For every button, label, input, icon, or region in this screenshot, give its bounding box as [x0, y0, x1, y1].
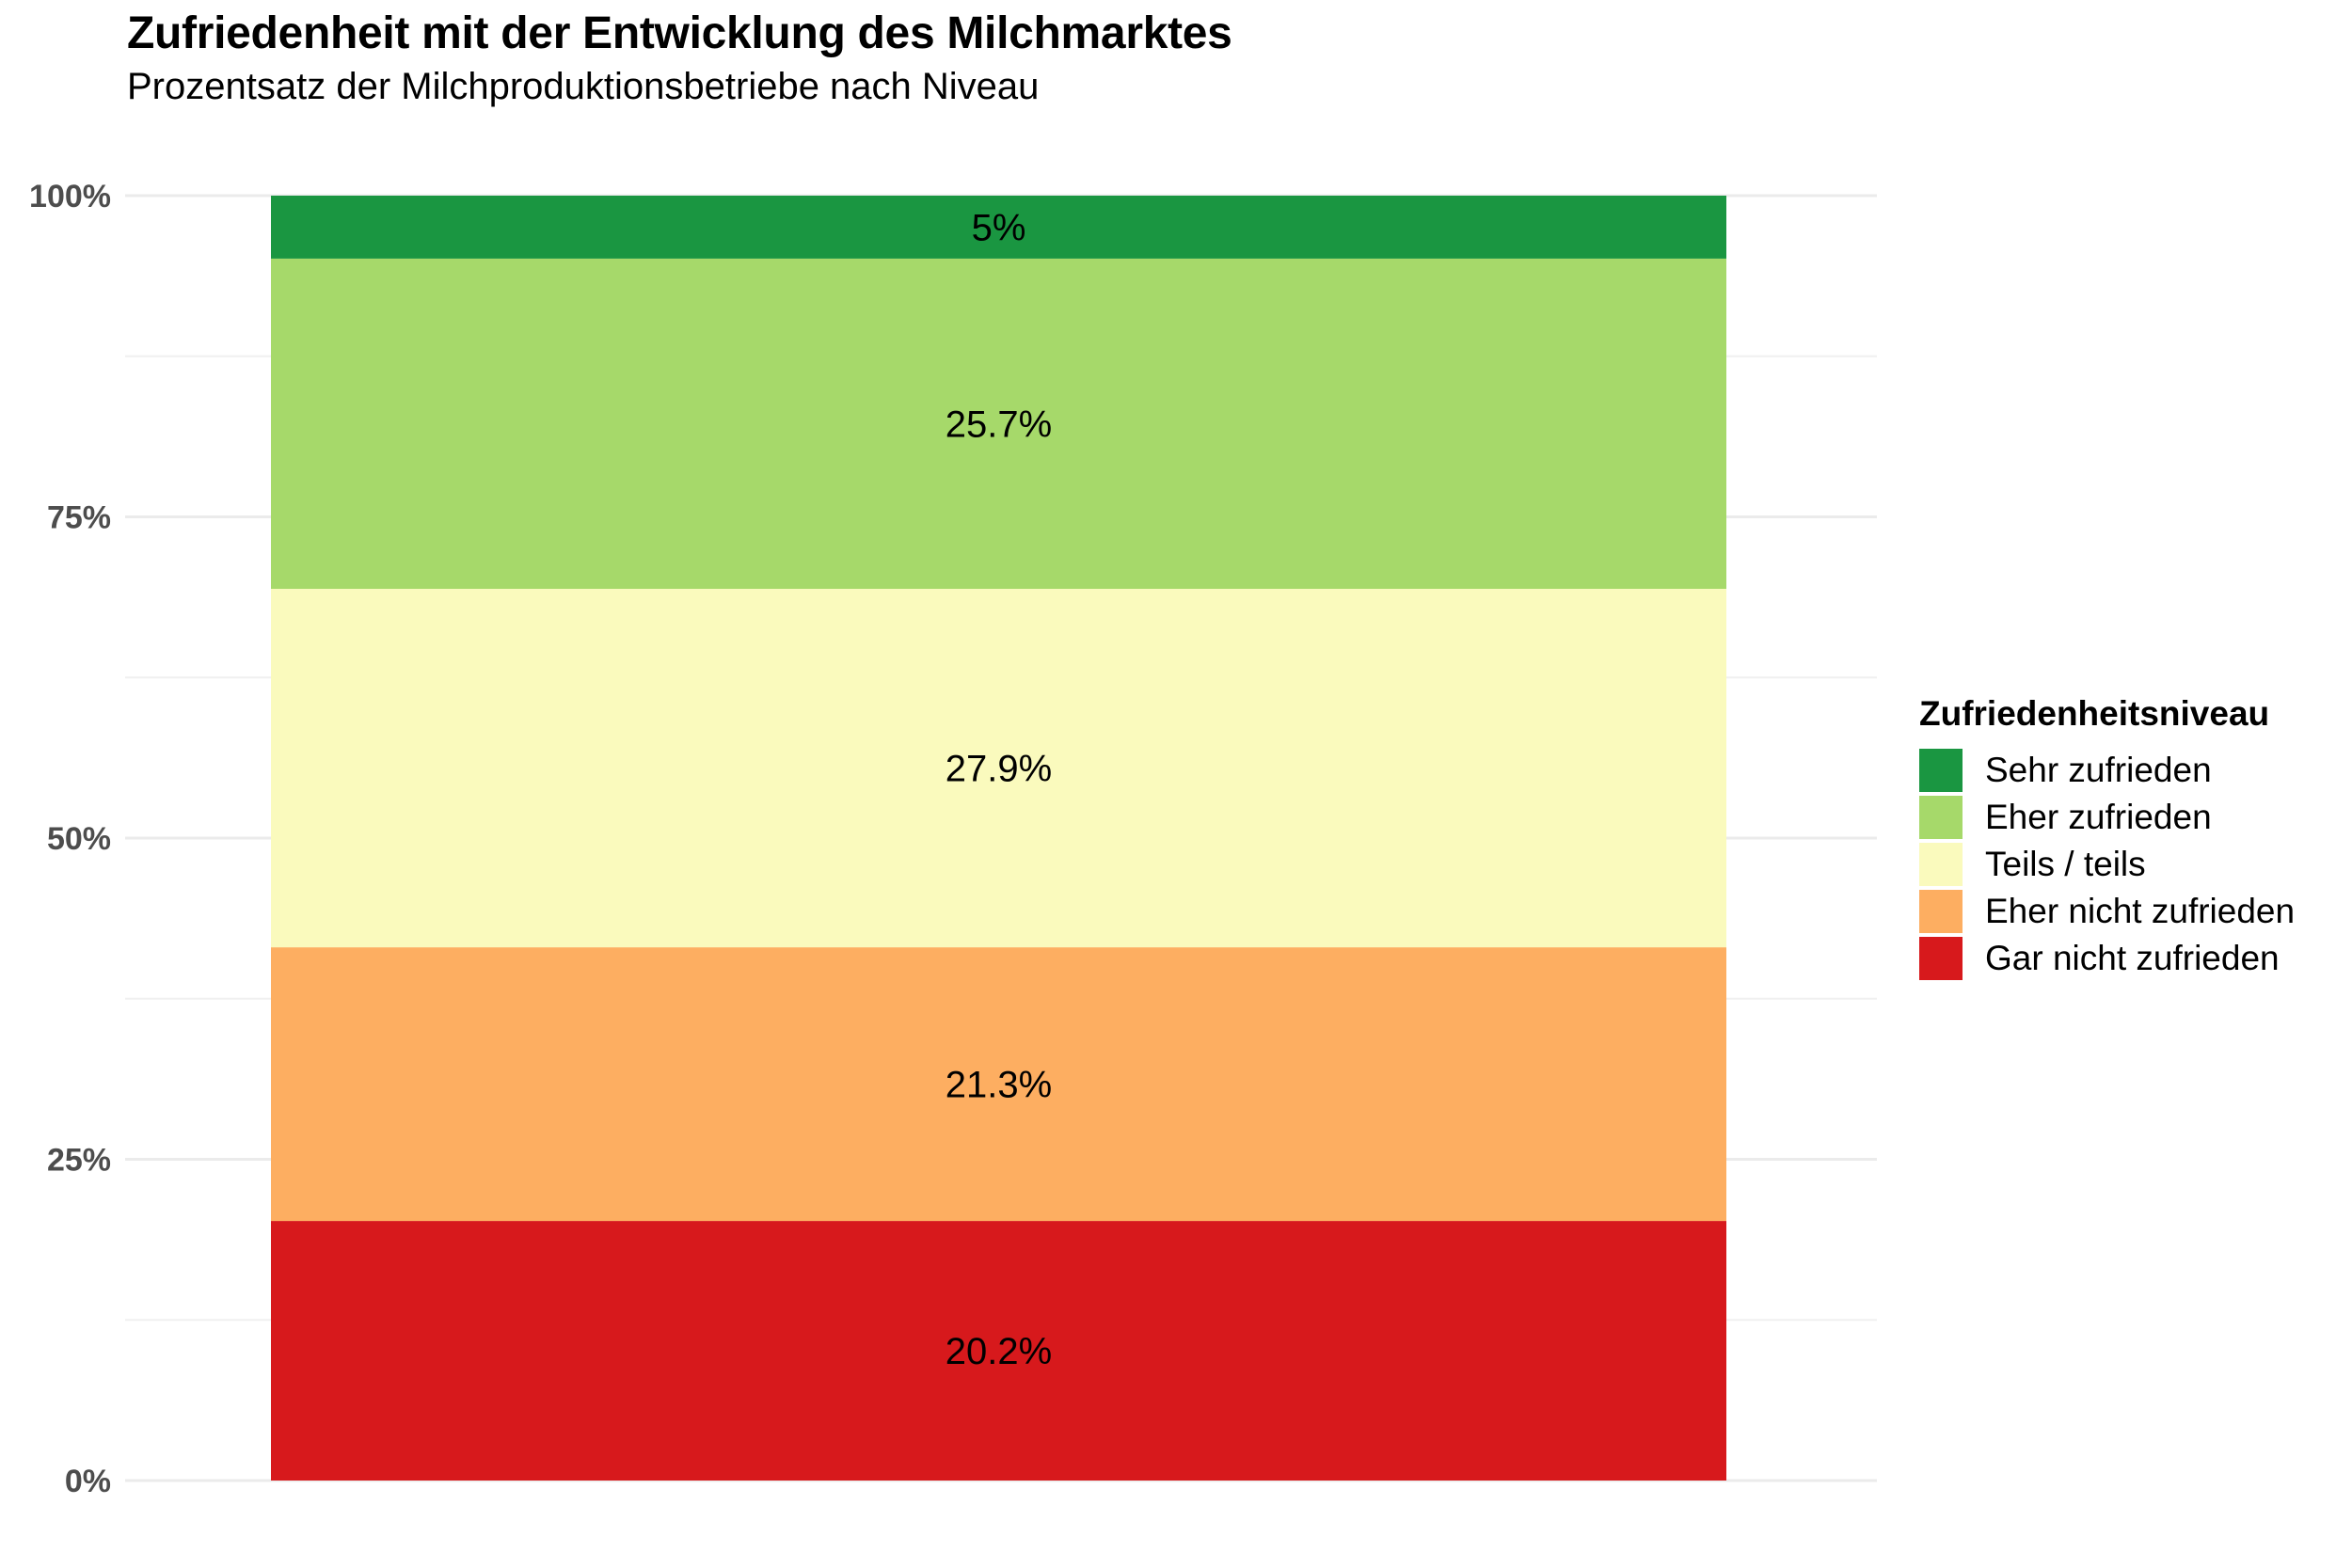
y-tick-label: 50%: [47, 821, 111, 857]
segment-label: 21.3%: [946, 1065, 1052, 1106]
y-tick-label: 0%: [65, 1464, 111, 1499]
y-tick-label: 25%: [47, 1143, 111, 1179]
y-tick-label: 100%: [29, 179, 111, 214]
y-tick-label: 75%: [47, 500, 111, 536]
legend-label: Teils / teils: [1985, 845, 2146, 883]
legend-key-swatch: [1919, 937, 1963, 980]
segment-label: 20.2%: [946, 1331, 1052, 1372]
segment-labels: 20.2% 21.3% 27.9% 25.7% 5%: [946, 207, 1052, 1372]
legend-item: Teils / teils: [1919, 841, 2295, 888]
segment-label: 25.7%: [946, 404, 1052, 445]
legend-title: Zufriedenheitsniveau: [1919, 694, 2270, 733]
legend-item: Eher nicht zufrieden: [1919, 888, 2295, 935]
legend-label: Gar nicht zufrieden: [1985, 939, 2280, 977]
segment-label: 5%: [972, 207, 1026, 248]
legend: Zufriedenheitsniveau Sehr zufrieden Eher …: [1919, 694, 2295, 982]
legend-key-swatch: [1919, 796, 1963, 839]
legend-key-swatch: [1919, 749, 1963, 792]
segment-label: 27.9%: [946, 749, 1052, 790]
chart-title: Zufriedenheit mit der Entwicklung des Mi…: [127, 8, 1232, 58]
legend-key-swatch: [1919, 890, 1963, 933]
legend-item: Eher zufrieden: [1919, 794, 2295, 841]
bar-segment-gar-nicht-zufrieden: [271, 1221, 1726, 1481]
bar-segments: [271, 196, 1726, 1481]
legend-item: Sehr zufrieden: [1919, 747, 2295, 794]
legend-label: Eher zufrieden: [1985, 798, 2212, 836]
legend-items: Sehr zufrieden Eher zufrieden Teils / teil…: [1919, 747, 2295, 982]
chart-subtitle: Prozentsatz der Milchproduktionsbetriebe…: [127, 66, 1040, 107]
legend-key-swatch: [1919, 843, 1963, 886]
y-axis: 0% 25% 50% 75% 100%: [29, 179, 111, 1499]
legend-item: Gar nicht zufrieden: [1919, 935, 2295, 982]
bar-segment-eher-zufrieden: [271, 258, 1726, 589]
bar-segment-sehr-zufrieden: [271, 196, 1726, 259]
legend-label: Eher nicht zufrieden: [1985, 892, 2296, 930]
bar-segment-eher-nicht-zufrieden: [271, 947, 1726, 1222]
legend-label: Sehr zufrieden: [1985, 751, 2212, 789]
bar-segment-teils-teils: [271, 588, 1726, 948]
